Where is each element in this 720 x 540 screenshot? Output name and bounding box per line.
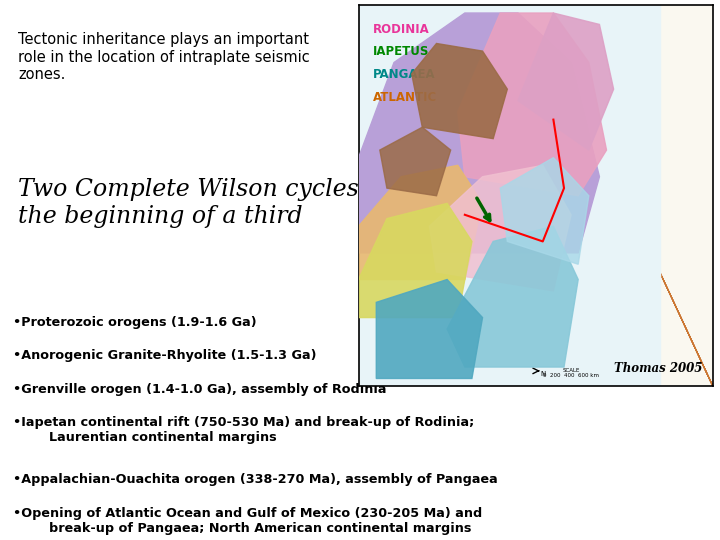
Polygon shape <box>359 13 600 253</box>
Polygon shape <box>536 5 713 386</box>
Polygon shape <box>359 204 472 318</box>
Polygon shape <box>380 127 451 195</box>
Polygon shape <box>458 13 606 195</box>
Polygon shape <box>359 165 482 280</box>
Text: Tectonic inheritance plays an important
role in the location of intraplate seism: Tectonic inheritance plays an important … <box>18 32 310 82</box>
Text: •Iapetan continental rift (750-530 Ma) and break-up of Rodinia;
        Laurenti: •Iapetan continental rift (750-530 Ma) a… <box>13 416 474 444</box>
Text: Two Complete Wilson cycles and
the beginning of a third: Two Complete Wilson cycles and the begin… <box>18 178 410 228</box>
Text: Thomas 2005: Thomas 2005 <box>613 362 702 375</box>
Text: •Grenville orogen (1.4-1.0 Ga), assembly of Rodinia: •Grenville orogen (1.4-1.0 Ga), assembly… <box>13 383 387 396</box>
Polygon shape <box>359 5 660 386</box>
Polygon shape <box>377 280 482 379</box>
Text: ATLANTIC: ATLANTIC <box>373 91 437 104</box>
Text: •Opening of Atlantic Ocean and Gulf of Mexico (230-205 Ma) and
        break-up : •Opening of Atlantic Ocean and Gulf of M… <box>13 507 482 535</box>
Text: IAPETUS: IAPETUS <box>373 45 429 58</box>
Text: •Anorogenic Granite-Rhyolite (1.5-1.3 Ga): •Anorogenic Granite-Rhyolite (1.5-1.3 Ga… <box>13 349 317 362</box>
Polygon shape <box>447 226 578 367</box>
Polygon shape <box>500 158 589 264</box>
Polygon shape <box>429 165 571 291</box>
Polygon shape <box>518 13 613 150</box>
Polygon shape <box>412 43 508 139</box>
Text: •Proterozoic orogens (1.9-1.6 Ga): •Proterozoic orogens (1.9-1.6 Ga) <box>13 316 256 329</box>
Text: •Appalachian-Ouachita orogen (338-270 Ma), assembly of Pangaea: •Appalachian-Ouachita orogen (338-270 Ma… <box>13 473 498 486</box>
Text: RODINIA: RODINIA <box>373 23 429 36</box>
Text: SCALE
0  200  400  600 km: SCALE 0 200 400 600 km <box>543 368 599 379</box>
Text: PANGAEA: PANGAEA <box>373 68 436 81</box>
Text: N: N <box>540 370 545 376</box>
